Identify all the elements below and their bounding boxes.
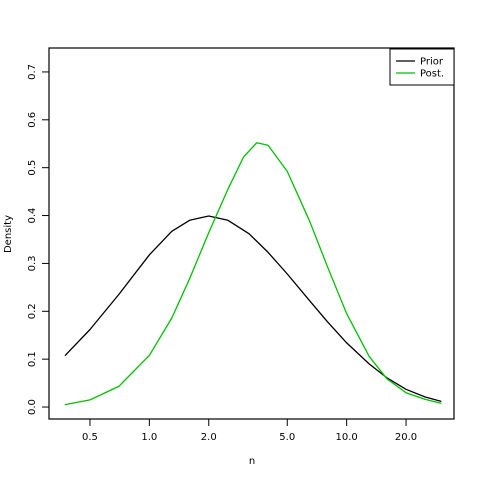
x-tick-label: 2.0 — [201, 432, 217, 443]
y-tick-label: 0.7 — [27, 64, 38, 80]
y-axis: 0.0 0.1 0.2 0.3 0.4 0.5 0.6 0.7 — [27, 64, 49, 415]
x-tick-label: 0.5 — [82, 432, 98, 443]
y-tick-label: 0.1 — [27, 351, 38, 367]
x-tick-label: 5.0 — [279, 432, 295, 443]
y-tick-label: 0.4 — [27, 208, 38, 224]
x-tick-label: 20.0 — [395, 432, 417, 443]
legend-box — [389, 48, 455, 86]
y-tick-label: 0.0 — [27, 399, 38, 415]
series-line-1 — [64, 142, 442, 406]
legend-label-1: Post. — [420, 69, 444, 80]
y-tick-label: 0.2 — [27, 303, 38, 319]
x-axis-label: n — [249, 456, 255, 467]
y-tick-label: 0.6 — [27, 112, 38, 128]
plot-frame — [48, 47, 455, 420]
x-tick-label: 10.0 — [336, 432, 358, 443]
series-layer — [64, 142, 442, 406]
x-tick-label: 1.0 — [141, 432, 157, 443]
y-tick-label: 0.3 — [27, 255, 38, 271]
legend-label-0: Prior — [420, 57, 444, 68]
y-axis-label: Density — [3, 215, 14, 253]
x-axis: 0.5 1.0 2.0 5.0 10.0 20.0 — [82, 419, 417, 443]
y-tick-label: 0.5 — [27, 160, 38, 176]
